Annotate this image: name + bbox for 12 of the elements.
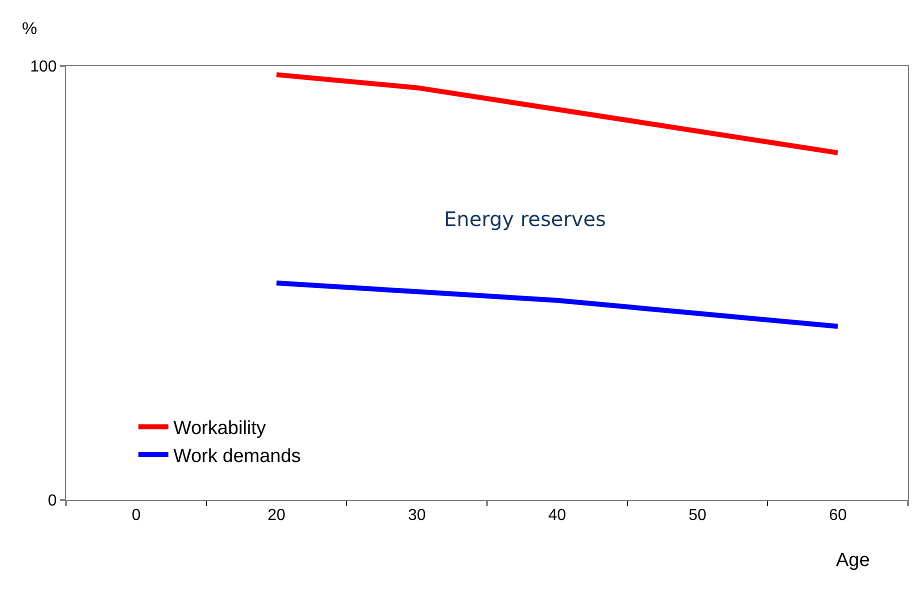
annotation: Energy reserves [444, 207, 606, 231]
x-tick-label: 20 [268, 507, 286, 524]
x-tick-label: 0 [132, 507, 141, 524]
y-tick-label: 100 [30, 58, 57, 76]
x-tick-label: 30 [408, 507, 426, 524]
x-axis-title: Age [836, 550, 870, 571]
legend-label: Work demands [173, 446, 301, 467]
x-tick-label: 60 [828, 507, 847, 524]
legend-label: Workability [173, 418, 266, 440]
x-tick-label: 50 [688, 507, 706, 524]
y-axis-title: % [22, 19, 38, 38]
x-tick-label: 40 [548, 507, 566, 524]
